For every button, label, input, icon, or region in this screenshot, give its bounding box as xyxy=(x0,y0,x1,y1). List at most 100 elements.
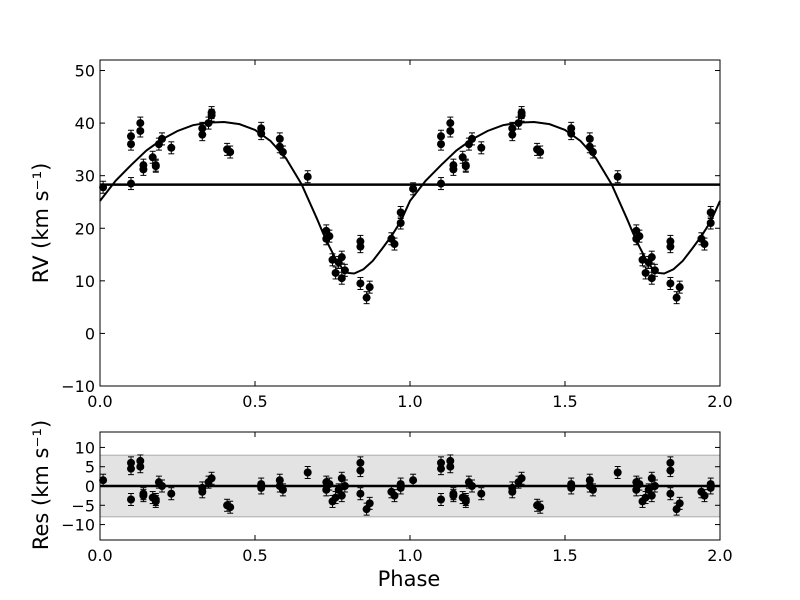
model-curve xyxy=(99,121,721,275)
phase-x-axis-label: Phase xyxy=(378,567,441,591)
rv-y-ticks: −10 0 10 20 30 40 50 xyxy=(61,62,720,396)
data-point xyxy=(127,177,135,191)
data-point xyxy=(158,132,166,146)
data-point xyxy=(396,205,405,219)
data-point xyxy=(588,483,597,497)
rv-plot-area xyxy=(99,59,721,387)
data-point xyxy=(390,489,399,503)
y-tick-label: 40 xyxy=(75,114,95,133)
x-tick-label: 1.5 xyxy=(552,392,577,411)
plot-frame xyxy=(99,59,721,387)
data-point xyxy=(638,253,647,267)
data-point xyxy=(449,489,458,503)
data-point xyxy=(167,141,176,155)
data-point xyxy=(706,477,715,491)
data-point xyxy=(700,237,709,251)
data-point xyxy=(139,162,148,176)
data-point xyxy=(198,481,207,495)
y-tick-label: 30 xyxy=(75,167,95,186)
data-point xyxy=(508,481,517,495)
data-point xyxy=(409,473,418,487)
data-point xyxy=(666,487,675,501)
data-point xyxy=(588,145,597,159)
data-point xyxy=(536,500,545,514)
data-point xyxy=(337,489,346,503)
data-point xyxy=(477,141,486,155)
data-point xyxy=(278,483,287,497)
data-point xyxy=(340,479,349,493)
data-point xyxy=(396,477,405,491)
data-point xyxy=(468,479,476,493)
data-point xyxy=(127,462,135,476)
data-point xyxy=(468,132,476,146)
data-point xyxy=(536,145,545,159)
data-point xyxy=(437,137,445,151)
data-point xyxy=(446,460,455,474)
y-tick-label: 20 xyxy=(75,219,95,238)
data-point xyxy=(158,479,166,493)
data-point xyxy=(167,487,176,501)
data-point xyxy=(257,127,266,141)
data-point xyxy=(477,487,486,501)
data-point xyxy=(650,263,659,277)
data-point xyxy=(356,464,365,478)
data-point xyxy=(127,493,135,506)
data-point xyxy=(666,240,675,254)
data-point xyxy=(650,479,659,493)
x-tick-label: 2.0 xyxy=(707,392,732,411)
data-point xyxy=(517,471,526,485)
x-tick-label: 0.0 xyxy=(87,392,112,411)
data-point xyxy=(226,145,235,159)
data-point xyxy=(136,460,145,474)
data-point xyxy=(257,481,266,495)
x-tick-label: 1.5 xyxy=(552,546,577,565)
data-point xyxy=(635,477,644,491)
y-tick-label: −10 xyxy=(61,377,95,396)
y-tick-label: 10 xyxy=(75,272,95,291)
residual-plot-area xyxy=(99,431,721,541)
data-point xyxy=(127,137,135,151)
data-point xyxy=(396,216,405,230)
data-point xyxy=(508,121,517,135)
x-tick-label: 0.5 xyxy=(242,392,267,411)
data-point xyxy=(198,121,207,135)
residual-x-ticks: 0.0 0.5 1.0 1.5 2.0 xyxy=(87,432,733,565)
data-point xyxy=(635,229,644,243)
data-point xyxy=(136,124,145,138)
data-point xyxy=(700,489,709,503)
data-point xyxy=(278,145,287,159)
data-point xyxy=(331,266,340,280)
data-point xyxy=(409,182,418,196)
data-point xyxy=(675,496,684,510)
rv-x-ticks: 0.0 0.5 1.0 1.5 2.0 xyxy=(87,60,733,411)
y-tick-label: 10 xyxy=(75,438,95,457)
data-point xyxy=(641,266,650,280)
data-point xyxy=(517,108,526,122)
data-point xyxy=(461,159,470,173)
data-point xyxy=(340,263,349,277)
residual-y-axis-label: Res (km s⁻¹) xyxy=(29,420,53,550)
x-tick-label: 1.0 xyxy=(397,392,422,411)
y-tick-label: 50 xyxy=(75,62,95,81)
data-point xyxy=(226,500,235,514)
data-point xyxy=(303,170,312,184)
data-point xyxy=(325,229,334,243)
data-point xyxy=(613,466,622,479)
y-tick-label: 5 xyxy=(85,458,95,477)
data-point xyxy=(356,276,365,290)
y-tick-label: −5 xyxy=(71,496,95,515)
data-point xyxy=(437,462,445,476)
rv-panel: 0.0 0.5 1.0 1.5 2.0 −10 0 10 20 30 40 50 RV (km s⁻… xyxy=(29,59,733,411)
data-point xyxy=(99,180,108,194)
x-tick-label: 0.0 xyxy=(87,546,112,565)
data-point xyxy=(567,481,576,495)
data-point xyxy=(672,291,681,305)
data-point xyxy=(328,253,337,267)
rv-y-axis-label: RV (km s⁻¹) xyxy=(29,163,53,284)
data-point xyxy=(151,493,160,506)
data-point xyxy=(390,237,399,251)
data-point xyxy=(151,159,160,173)
data-point xyxy=(666,276,675,290)
